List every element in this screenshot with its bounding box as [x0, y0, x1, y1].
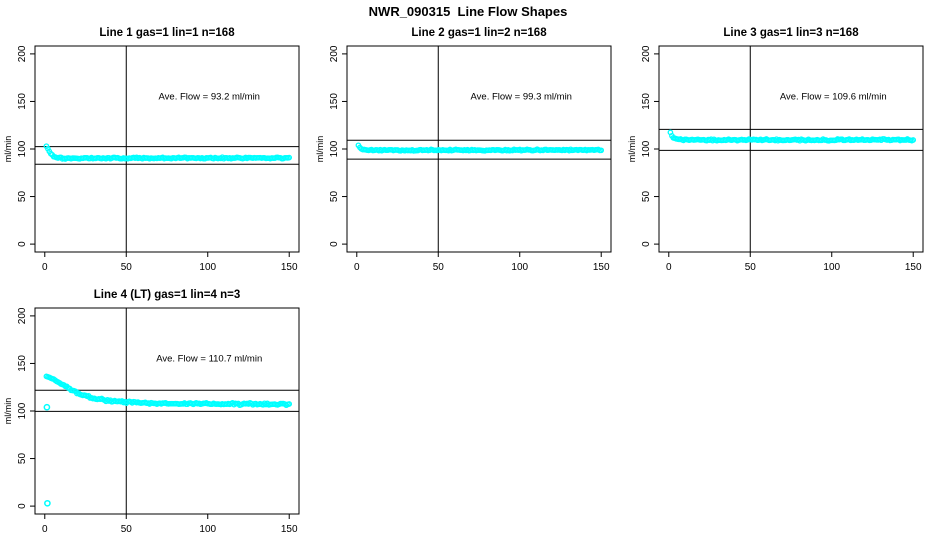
outlier-point — [43, 403, 51, 411]
figure-title: NWR_090315 Line Flow Shapes — [368, 4, 568, 19]
y-tick-label: 50 — [641, 191, 652, 203]
x-axis: 0 50 100 150 — [42, 252, 298, 273]
x-tick-label: 100 — [199, 524, 216, 535]
data-points — [43, 143, 293, 162]
panel-title: Line 1 gas=1 lin=1 n=168 — [99, 27, 235, 39]
y-axis: 0 50 100 150 200 — [329, 45, 347, 247]
plot-box — [34, 45, 300, 253]
flow-ref-lines — [659, 128, 923, 151]
panel-line-3-plot: Line 3 gas=1 lin=3 n=168 0 50 100 150 0 50 100 1… — [627, 27, 924, 273]
y-tick-label: 200 — [641, 45, 652, 62]
x-tick-label: 150 — [905, 262, 922, 273]
panel-line-1-plot: Line 1 gas=1 lin=1 n=168 0 50 100 150 0 50 100 1… — [3, 27, 300, 273]
panel-line-3: Line 3 gas=1 lin=3 n=168 0 50 100 150 0 50 100 1… — [624, 20, 936, 278]
x-tick-label: 50 — [121, 524, 133, 535]
panel-title: Line 4 (LT) gas=1 lin=4 n=3 — [94, 289, 240, 301]
y-axis: 0 50 100 150 200 — [641, 45, 659, 247]
x-tick-label: 50 — [745, 262, 757, 273]
panel-line-4: Line 4 (LT) gas=1 lin=4 n=3 0 50 100 150 0 50 1… — [0, 282, 312, 540]
y-tick-label: 150 — [17, 93, 28, 110]
y-tick-label: 100 — [17, 140, 28, 157]
x-tick-label: 0 — [42, 524, 48, 535]
outlier-point — [44, 499, 51, 507]
y-axis: 0 50 100 150 200 — [17, 307, 35, 509]
y-tick-label: 200 — [17, 307, 28, 324]
y-axis-label: ml/min — [3, 398, 13, 425]
y-tick-label: 50 — [17, 453, 28, 465]
y-axis: 0 50 100 150 200 — [17, 45, 35, 247]
data-points — [43, 373, 293, 507]
y-tick-label: 150 — [17, 355, 28, 372]
y-tick-label: 50 — [329, 191, 340, 203]
x-tick-label: 0 — [42, 262, 48, 273]
y-tick-label: 150 — [329, 93, 340, 110]
x-tick-label: 50 — [433, 262, 445, 273]
flow-ref-lines — [35, 146, 299, 165]
y-tick-label: 200 — [329, 45, 340, 62]
panel-line-2: Line 2 gas=1 lin=2 n=168 0 50 100 150 0 50 100 1… — [312, 20, 624, 278]
y-axis-label: ml/min — [315, 136, 325, 163]
y-tick-label: 200 — [17, 45, 28, 62]
x-tick-label: 150 — [281, 524, 298, 535]
x-tick-label: 0 — [666, 262, 672, 273]
y-tick-label: 0 — [329, 241, 340, 247]
flow-ref-lines — [347, 139, 611, 160]
data-points — [355, 142, 605, 154]
x-tick-label: 150 — [281, 262, 298, 273]
panel-line-1: Line 1 gas=1 lin=1 n=168 0 50 100 150 0 50 100 1… — [0, 20, 312, 278]
y-tick-label: 0 — [17, 241, 28, 247]
y-tick-label: 0 — [17, 503, 28, 509]
x-tick-label: 100 — [511, 262, 528, 273]
panel-line-2-plot: Line 2 gas=1 lin=2 n=168 0 50 100 150 0 50 100 1… — [315, 27, 612, 273]
y-axis-label: ml/min — [627, 136, 637, 163]
y-tick-label: 150 — [641, 93, 652, 110]
ave-flow-annotation: Ave. Flow = 109.6 ml/min — [780, 92, 887, 103]
ave-flow-annotation: Ave. Flow = 93.2 ml/min — [159, 92, 260, 103]
panel-title: Line 3 gas=1 lin=3 n=168 — [723, 27, 859, 39]
x-axis: 0 50 100 150 — [354, 252, 610, 273]
plot-box — [658, 45, 924, 253]
y-tick-label: 100 — [641, 140, 652, 157]
panel-line-4-plot: Line 4 (LT) gas=1 lin=4 n=3 0 50 100 150 0 50 1… — [3, 289, 300, 535]
ave-flow-annotation: Ave. Flow = 99.3 ml/min — [471, 92, 572, 103]
data-points — [667, 129, 917, 144]
ave-flow-annotation: Ave. Flow = 110.7 ml/min — [156, 354, 262, 365]
x-axis: 0 50 100 150 — [42, 514, 298, 535]
y-axis-label: ml/min — [3, 136, 13, 163]
y-tick-label: 0 — [641, 241, 652, 247]
y-tick-label: 100 — [329, 140, 340, 157]
y-tick-label: 50 — [17, 191, 28, 203]
y-tick-label: 100 — [17, 402, 28, 419]
panel-title: Line 2 gas=1 lin=2 n=168 — [411, 27, 547, 39]
x-tick-label: 50 — [121, 262, 133, 273]
x-tick-label: 100 — [823, 262, 840, 273]
x-tick-label: 0 — [354, 262, 360, 273]
x-tick-label: 150 — [593, 262, 610, 273]
x-axis: 0 50 100 150 — [666, 252, 922, 273]
x-tick-label: 100 — [199, 262, 216, 273]
